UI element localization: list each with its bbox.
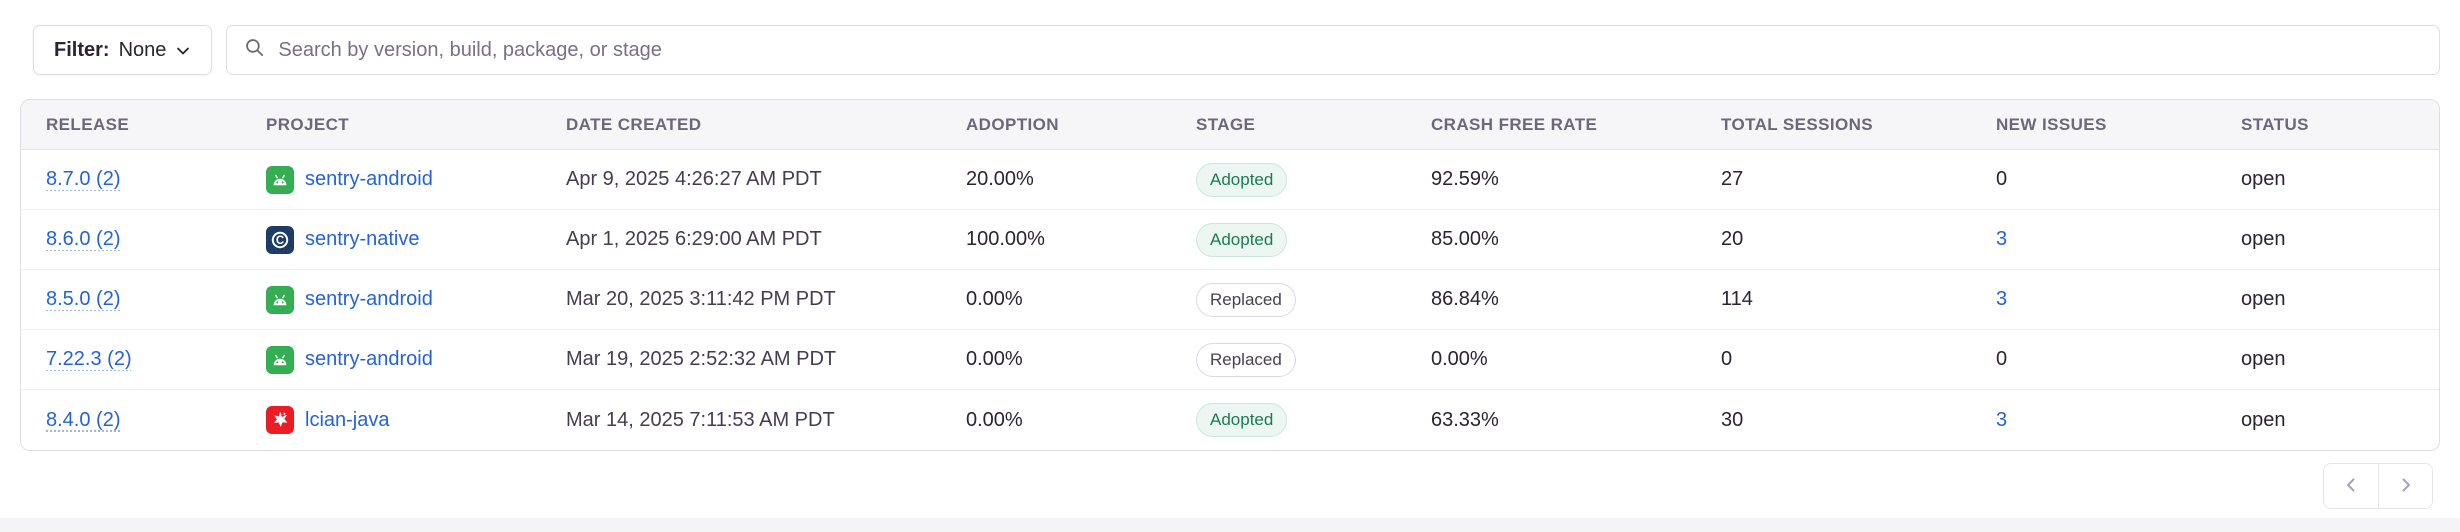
adoption-cell: 0.00% xyxy=(966,288,1023,310)
java-platform-icon xyxy=(266,406,294,434)
status-cell: open xyxy=(2241,228,2286,250)
table-row: 8.7.0 (2) sentry-android Apr 9, 2025 4:2… xyxy=(21,150,2439,210)
release-link[interactable]: 7.22.3 (2) xyxy=(46,348,132,370)
table-header-row: RELEASE PROJECT DATE CREATED ADOPTION ST… xyxy=(21,100,2439,150)
page-bottom-strip xyxy=(0,518,2460,532)
col-header-stage: STAGE xyxy=(1196,114,1256,134)
date-created-cell: Apr 9, 2025 4:26:27 AM PDT xyxy=(566,168,822,190)
total-sessions-cell: 0 xyxy=(1721,348,1733,370)
col-header-total-sessions: TOTAL SESSIONS xyxy=(1721,114,1874,134)
previous-page-button[interactable] xyxy=(2324,464,2378,508)
crash-free-rate-cell: 92.59% xyxy=(1431,168,1499,190)
release-link[interactable]: 8.6.0 (2) xyxy=(46,228,121,250)
stage-badge: Adopted xyxy=(1196,222,1288,257)
total-sessions-cell: 27 xyxy=(1721,168,1744,190)
date-created-cell: Mar 14, 2025 7:11:53 AM PDT xyxy=(566,408,835,431)
project-link[interactable]: sentry-native xyxy=(305,228,420,250)
col-header-status: STATUS xyxy=(2241,114,2309,134)
date-created-cell: Apr 1, 2025 6:29:00 AM PDT xyxy=(566,228,822,250)
total-sessions-cell: 30 xyxy=(1721,408,1744,431)
col-header-date-created: DATE CREATED xyxy=(566,114,702,134)
new-issues-cell[interactable]: 3 xyxy=(1996,288,2008,310)
releases-table: RELEASE PROJECT DATE CREATED ADOPTION ST… xyxy=(20,99,2440,451)
native-platform-icon: C xyxy=(266,225,294,254)
new-issues-cell: 0 xyxy=(1996,168,2008,190)
status-cell: open xyxy=(2241,168,2286,190)
next-page-button[interactable] xyxy=(2378,464,2432,508)
date-created-cell: Mar 19, 2025 2:52:32 AM PDT xyxy=(566,348,837,370)
total-sessions-cell: 20 xyxy=(1721,228,1744,250)
crash-free-rate-cell: 85.00% xyxy=(1431,228,1499,250)
col-header-new-issues: NEW ISSUES xyxy=(1996,114,2107,134)
new-issues-cell: 0 xyxy=(1996,348,2008,370)
chevron-right-icon xyxy=(2397,476,2415,497)
filter-value: None xyxy=(118,38,167,61)
date-created-cell: Mar 20, 2025 3:11:42 PM PDT xyxy=(566,288,836,310)
chevron-left-icon xyxy=(2342,476,2360,497)
status-cell: open xyxy=(2241,288,2286,310)
crash-free-rate-cell: 86.84% xyxy=(1431,288,1499,310)
release-link[interactable]: 8.7.0 (2) xyxy=(46,168,121,190)
project-link[interactable]: sentry-android xyxy=(305,348,433,370)
android-platform-icon xyxy=(266,165,294,194)
stage-badge: Adopted xyxy=(1196,162,1288,197)
table-row: 7.22.3 (2) sentry-android Mar 19, 2025 2… xyxy=(21,330,2439,390)
col-header-adoption: ADOPTION xyxy=(966,114,1059,134)
total-sessions-cell: 114 xyxy=(1721,288,1753,310)
svg-text:C: C xyxy=(276,235,284,247)
release-link[interactable]: 8.4.0 (2) xyxy=(46,408,121,431)
search-bar[interactable] xyxy=(226,25,2440,75)
project-link[interactable]: lcian-java xyxy=(305,408,390,431)
android-platform-icon xyxy=(266,285,294,314)
stage-badge: Adopted xyxy=(1196,403,1288,437)
filter-dropdown[interactable]: Filter: None xyxy=(33,25,213,75)
project-link[interactable]: sentry-android xyxy=(305,288,433,310)
filter-label: Filter: xyxy=(54,38,110,61)
toolbar: Filter: None xyxy=(33,25,2440,75)
search-input[interactable] xyxy=(278,38,2422,62)
crash-free-rate-cell: 0.00% xyxy=(1431,348,1488,370)
col-header-release: RELEASE xyxy=(46,114,130,134)
adoption-cell: 20.00% xyxy=(966,168,1034,190)
col-header-project: PROJECT xyxy=(266,114,350,134)
table-row: 8.4.0 (2) lcian-java Mar 14, 2025 7:11:5… xyxy=(21,390,2439,450)
stage-badge: Replaced xyxy=(1196,342,1296,377)
status-cell: open xyxy=(2241,348,2286,370)
search-icon xyxy=(244,37,265,63)
pagination xyxy=(2323,463,2433,509)
col-header-crash-free-rate: CRASH FREE RATE xyxy=(1431,114,1598,134)
adoption-cell: 0.00% xyxy=(966,348,1023,370)
table-row: 8.6.0 (2) C sentry-native Apr 1, 2025 6:… xyxy=(21,210,2439,270)
chevron-down-icon xyxy=(175,42,191,58)
status-cell: open xyxy=(2241,408,2286,431)
stage-badge: Replaced xyxy=(1196,282,1296,317)
table-row: 8.5.0 (2) sentry-android Mar 20, 2025 3:… xyxy=(21,270,2439,330)
new-issues-cell[interactable]: 3 xyxy=(1996,408,2008,431)
adoption-cell: 0.00% xyxy=(966,408,1023,431)
project-link[interactable]: sentry-android xyxy=(305,168,433,190)
crash-free-rate-cell: 63.33% xyxy=(1431,408,1499,431)
adoption-cell: 100.00% xyxy=(966,228,1045,250)
release-link[interactable]: 8.5.0 (2) xyxy=(46,288,121,310)
new-issues-cell[interactable]: 3 xyxy=(1996,228,2008,250)
android-platform-icon xyxy=(266,345,294,374)
